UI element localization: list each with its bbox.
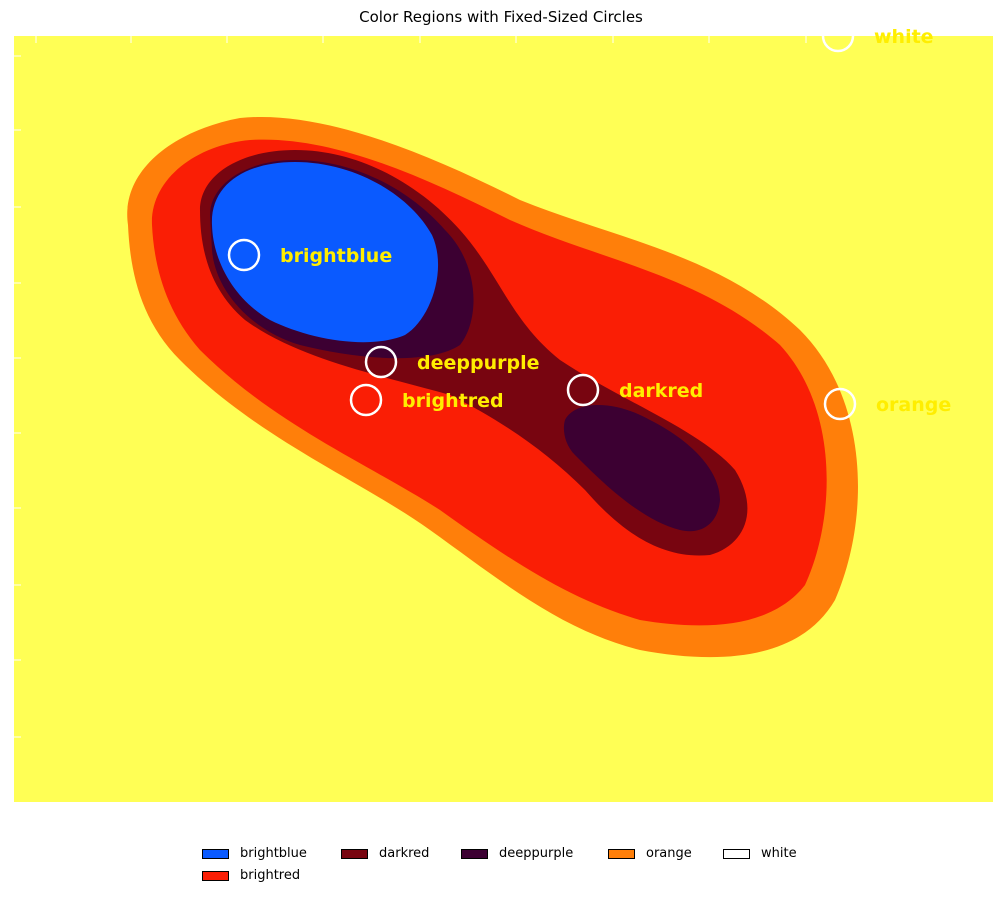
legend-item-brightred: brightred: [202, 868, 300, 883]
annotation-label-deeppurple: deeppurple: [417, 352, 539, 374]
legend-swatch-brightred: [202, 870, 229, 881]
annotation-label-orange: orange: [876, 394, 951, 416]
chart-title: Color Regions with Fixed-Sized Circles: [359, 8, 643, 26]
marker-circle-white: [821, 19, 855, 53]
left-ticks: [14, 55, 21, 738]
legend-swatch-orange: [608, 848, 635, 859]
legend-label: brightred: [240, 868, 301, 883]
legend-item-deeppurple: deeppurple: [461, 846, 573, 861]
legend-label: white: [761, 846, 797, 861]
legend-label: brightblue: [240, 846, 307, 861]
annotation-label-brightred: brightred: [402, 390, 504, 412]
legend-item-darkred: darkred: [341, 846, 429, 861]
annotation-label-white: white: [874, 26, 934, 48]
marker-circle-deeppurple: [364, 345, 398, 379]
region-brightblue: [211, 162, 439, 343]
legend-swatch-deeppurple: [461, 848, 488, 859]
annotation-group: brightblue deeppurple brightred darkred oran…: [227, 19, 951, 421]
region-deeppurple-lower: [563, 405, 720, 532]
legend-item-white: white: [723, 846, 797, 861]
marker-circle-darkred: [566, 373, 600, 407]
marker-circle-orange: [823, 387, 857, 421]
legend-label: deeppurple: [499, 846, 574, 861]
legend-label: orange: [646, 846, 692, 861]
top-ticks: [35, 36, 903, 43]
annotation-label-darkred: darkred: [619, 380, 703, 402]
legend-label: darkred: [379, 846, 430, 861]
legend-item-brightblue: brightblue: [202, 846, 307, 861]
legend-swatch-brightblue: [202, 848, 229, 859]
annotation-label-brightblue: brightblue: [280, 245, 392, 267]
legend-swatch-darkred: [341, 848, 368, 859]
legend-item-orange: orange: [608, 846, 692, 861]
marker-circle-brightred: [349, 383, 383, 417]
marker-circle-brightblue: [227, 238, 261, 272]
legend-swatch-white: [723, 848, 750, 859]
